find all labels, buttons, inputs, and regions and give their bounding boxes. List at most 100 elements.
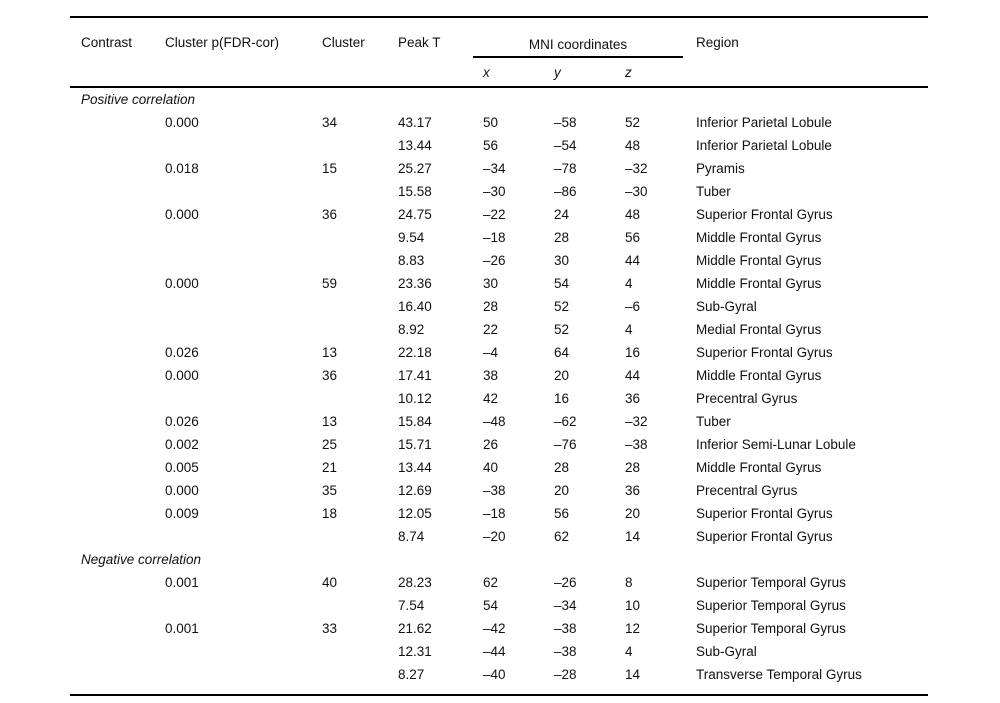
cell-region: Superior Temporal Gyrus <box>696 575 846 590</box>
cell-region: Superior Temporal Gyrus <box>696 621 846 636</box>
cell-z: 44 <box>625 253 641 268</box>
cell-cluster-p <box>165 640 322 663</box>
cell-x: –22 <box>483 207 506 222</box>
cell-z: 56 <box>625 230 641 245</box>
cell-cluster <box>322 249 398 272</box>
cell-y: –62 <box>554 414 577 429</box>
cell-contrast <box>70 180 165 203</box>
cell-peak-t: 12.31 <box>398 644 432 659</box>
cell-cluster: 35 <box>322 483 338 498</box>
cell-region: Transverse Temporal Gyrus <box>696 667 862 682</box>
cell-cluster: 40 <box>322 575 338 590</box>
cell-region: Sub-Gyral <box>696 299 757 314</box>
cell-cluster-p: 0.001 <box>165 621 199 636</box>
mni-coordinates-label: MNI coordinates <box>473 37 683 58</box>
header-row-xyz: x y z <box>70 58 929 88</box>
cell-region: Tuber <box>696 414 731 429</box>
section-label: Positive correlation <box>81 92 196 107</box>
cell-contrast <box>70 111 165 134</box>
cell-z: –30 <box>625 184 648 199</box>
cell-region: Middle Frontal Gyrus <box>696 276 822 291</box>
cell-contrast <box>70 226 165 249</box>
cell-cluster-p: 0.026 <box>165 414 199 429</box>
cell-contrast <box>70 502 165 525</box>
cell-z: 52 <box>625 115 641 130</box>
cell-x: –18 <box>483 230 506 245</box>
cell-y: 62 <box>554 529 570 544</box>
cell-peak-t: 15.71 <box>398 437 432 452</box>
cell-y: 52 <box>554 299 570 314</box>
cell-y: –78 <box>554 161 577 176</box>
cell-z: 14 <box>625 667 641 682</box>
cell-cluster <box>322 295 398 318</box>
cell-cluster: 21 <box>322 460 338 475</box>
cell-region: Inferior Parietal Lobule <box>696 138 832 153</box>
cell-z: 48 <box>625 207 641 222</box>
cell-x: 50 <box>483 115 499 130</box>
cell-y: –34 <box>554 598 577 613</box>
cell-x: –40 <box>483 667 506 682</box>
cell-peak-t: 8.92 <box>398 322 425 337</box>
cell-cluster-p <box>165 226 322 249</box>
cell-y: 20 <box>554 368 570 383</box>
cell-y: 30 <box>554 253 570 268</box>
cell-contrast <box>70 249 165 272</box>
cell-contrast <box>70 525 165 548</box>
col-header-cluster: Cluster <box>322 35 365 50</box>
cell-contrast <box>70 387 165 410</box>
table-row: 0.018 15 25.27 –34 –78 –32 Pyramis <box>70 157 928 180</box>
cell-contrast <box>70 410 165 433</box>
table-row: 0.009 18 12.05 –18 56 20 Superior Frontal Gyru… <box>70 502 928 525</box>
cell-region: Inferior Parietal Lobule <box>696 115 832 130</box>
header-spacer <box>398 58 483 88</box>
col-header-y: y <box>554 58 625 88</box>
col-header-mni-coordinates: MNI coordinates <box>473 18 696 58</box>
cell-x: 40 <box>483 460 499 475</box>
cell-cluster <box>322 318 398 341</box>
cell-cluster-p <box>165 134 322 157</box>
cell-cluster <box>322 663 398 686</box>
cell-cluster-p: 0.000 <box>165 368 199 383</box>
cell-cluster-p <box>165 525 322 548</box>
cell-peak-t: 17.41 <box>398 368 432 383</box>
cell-contrast <box>70 157 165 180</box>
table-row: 0.026 13 22.18 –4 64 16 Superior Frontal Gyrus <box>70 341 928 364</box>
cell-y: 52 <box>554 322 570 337</box>
cell-z: 20 <box>625 506 641 521</box>
cell-cluster-p: 0.000 <box>165 483 199 498</box>
table-row: 0.000 34 43.17 50 –58 52 Inferior Parietal Lob… <box>70 111 928 134</box>
cell-x: –4 <box>483 345 499 360</box>
cell-peak-t: 25.27 <box>398 161 432 176</box>
header-row-main: Contrast Cluster p(FDR-cor) Cluster Peak… <box>70 18 928 58</box>
table-row: 0.000 35 12.69 –38 20 36 Precentral Gyrus <box>70 479 928 502</box>
table-row: 0.000 59 23.36 30 54 4 Middle Frontal Gyrus <box>70 272 928 295</box>
cell-contrast <box>70 640 165 663</box>
cell-contrast <box>70 456 165 479</box>
cell-contrast <box>70 295 165 318</box>
table-row: 0.001 33 21.62 –42 –38 12 Superior Temporal Gy… <box>70 617 928 640</box>
cell-cluster-p: 0.005 <box>165 460 199 475</box>
cell-x: 26 <box>483 437 499 452</box>
cell-x: –34 <box>483 161 506 176</box>
cell-y: –28 <box>554 667 577 682</box>
cell-y: –38 <box>554 644 577 659</box>
table-row: 0.000 36 17.41 38 20 44 Middle Frontal Gyrus <box>70 364 928 387</box>
cell-region: Superior Frontal Gyrus <box>696 345 833 360</box>
cell-y: 64 <box>554 345 570 360</box>
cell-contrast <box>70 433 165 456</box>
cell-x: –20 <box>483 529 506 544</box>
cell-peak-t: 8.83 <box>398 253 425 268</box>
cell-z: –38 <box>625 437 648 452</box>
cell-region: Middle Frontal Gyrus <box>696 230 822 245</box>
cell-cluster <box>322 134 398 157</box>
cell-z: –6 <box>625 299 641 314</box>
cell-z: 16 <box>625 345 641 360</box>
table-row: 12.31 –44 –38 4 Sub-Gyral <box>70 640 928 663</box>
cell-cluster <box>322 525 398 548</box>
cell-contrast <box>70 594 165 617</box>
cell-cluster-p: 0.018 <box>165 161 199 176</box>
cell-cluster <box>322 226 398 249</box>
cell-z: 4 <box>625 322 633 337</box>
cell-cluster <box>322 640 398 663</box>
cell-z: 8 <box>625 575 633 590</box>
